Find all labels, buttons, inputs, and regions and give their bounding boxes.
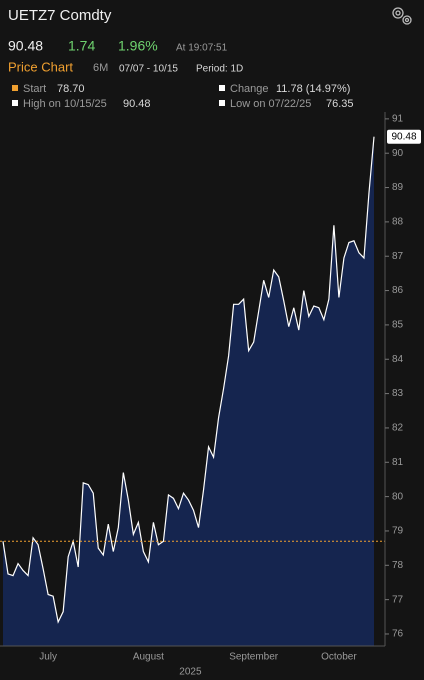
chart-label: Price Chart	[8, 59, 73, 74]
stat-value: 90.48	[123, 98, 151, 110]
stat-label: Low on 07/22/25	[230, 98, 311, 110]
title: UETZ7 Comdty	[8, 7, 112, 24]
stat-value: 11.78 (14.97%)	[276, 83, 350, 95]
y-tick-label: 77	[392, 594, 404, 605]
stat-value: 76.35	[326, 98, 354, 110]
y-tick-label: 87	[392, 251, 404, 262]
x-year-label: 2025	[179, 667, 202, 678]
y-tick-label: 81	[392, 457, 404, 468]
x-tick-label: August	[133, 652, 164, 663]
y-tick-label: 85	[392, 320, 404, 331]
legend-swatch	[12, 85, 18, 91]
y-tick-label: 90	[392, 148, 404, 159]
x-tick-label: September	[229, 652, 279, 663]
stat-label: Change	[230, 83, 269, 95]
change-pct: 1.96%	[118, 38, 158, 54]
settings-icon[interactable]	[392, 7, 412, 25]
y-tick-label: 76	[392, 629, 404, 640]
legend-swatch	[219, 85, 225, 91]
dates: 07/07 - 10/15	[119, 64, 178, 75]
y-tick-label: 86	[392, 285, 404, 296]
last-price-box	[387, 129, 421, 144]
y-tick-label: 82	[392, 423, 404, 434]
last-price-label: 90.48	[391, 131, 416, 142]
line	[2, 136, 375, 624]
y-tick-label: 83	[392, 388, 404, 399]
y-tick-label: 84	[392, 354, 404, 365]
legend-swatch	[12, 100, 18, 106]
y-tick-label: 88	[392, 217, 404, 228]
legend-swatch	[219, 100, 225, 106]
y-tick-label: 89	[392, 182, 404, 193]
stat-label: High on 10/15/25	[23, 98, 107, 110]
x-tick-label: July	[39, 652, 57, 663]
y-tick-label: 80	[392, 491, 404, 502]
range[interactable]: 6M	[93, 62, 108, 74]
stat-label: Start	[23, 83, 46, 95]
y-tick-label: 91	[392, 114, 404, 125]
stat-value: 78.70	[57, 83, 85, 95]
price: 90.48	[8, 38, 43, 54]
period: Period: 1D	[196, 64, 243, 75]
time: At 19:07:51	[176, 43, 228, 54]
area	[3, 136, 374, 646]
change: 1.74	[68, 38, 95, 54]
x-tick-label: October	[321, 652, 357, 663]
y-tick-label: 78	[392, 560, 404, 571]
y-tick-label: 79	[392, 526, 404, 537]
